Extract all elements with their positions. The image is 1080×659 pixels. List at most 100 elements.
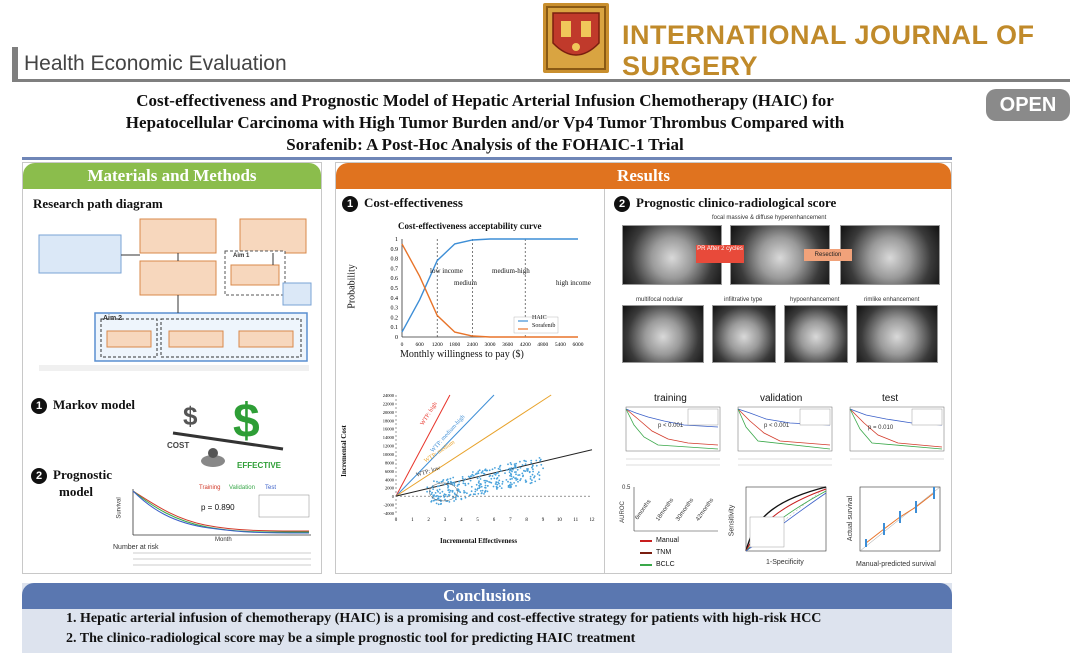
icer-point bbox=[476, 472, 478, 475]
icer-point bbox=[462, 482, 465, 485]
scan-label-infiltrative: infiltrative type bbox=[724, 297, 763, 303]
scatter-confidence-ellipse bbox=[429, 482, 458, 502]
ceac-xtick-label: 1800 bbox=[449, 342, 460, 348]
auroc-tick: 0.5 bbox=[622, 485, 631, 491]
icer-point bbox=[458, 480, 461, 483]
icer-point bbox=[524, 479, 527, 482]
scatter-ytick-label: 8000 bbox=[385, 460, 395, 465]
icer-point bbox=[444, 498, 446, 501]
icer-point bbox=[481, 471, 483, 474]
ce-number: 1 bbox=[342, 196, 358, 213]
km-month-label: Month bbox=[215, 537, 232, 543]
icer-point bbox=[477, 472, 480, 475]
icer-point bbox=[494, 467, 496, 469]
research-path-title: Research path diagram bbox=[33, 196, 163, 211]
section-label: Health Economic Evaluation bbox=[24, 52, 287, 75]
icer-point bbox=[446, 495, 449, 498]
scatter-ytick-label: 18000 bbox=[383, 418, 395, 423]
scatter-ytick-label: 6000 bbox=[385, 469, 395, 474]
scatter-xtick-label: 0 bbox=[395, 518, 398, 523]
ceac-legend-sorafenib: Sorafenib bbox=[532, 323, 556, 329]
icer-point bbox=[501, 483, 504, 485]
icer-point bbox=[497, 481, 500, 484]
conclusion-item-1: 1. Hepatic arterial infusion of chemothe… bbox=[66, 611, 822, 626]
icer-point bbox=[430, 500, 433, 502]
km-title-validation: validation bbox=[760, 393, 803, 404]
icer-point bbox=[509, 472, 512, 475]
icer-point bbox=[454, 496, 457, 499]
ceac-xtick-label: 5400 bbox=[555, 342, 566, 348]
icer-point bbox=[434, 492, 437, 494]
roc-xlabel: 1-Specificity bbox=[766, 559, 804, 566]
icer-point bbox=[435, 495, 437, 498]
scatter-ytick-label: 4000 bbox=[385, 477, 395, 482]
icer-point bbox=[533, 476, 535, 479]
icer-point bbox=[441, 490, 444, 493]
conclusions-heading: Conclusions bbox=[22, 583, 952, 609]
icer-point bbox=[481, 470, 484, 472]
icer-point bbox=[452, 476, 455, 479]
icer-point bbox=[523, 469, 525, 472]
icer-point bbox=[517, 480, 519, 483]
icer-point bbox=[447, 494, 450, 496]
scan-label-rimlike: rimlike enhancement bbox=[864, 297, 920, 303]
icer-point bbox=[432, 494, 435, 497]
icer-point bbox=[470, 485, 473, 488]
auroc-ylabel: AUROC bbox=[619, 501, 626, 523]
icer-point bbox=[510, 475, 513, 478]
icer-point bbox=[464, 482, 466, 485]
km-panel-validation: validation p < 0.001 bbox=[730, 393, 834, 469]
icer-point bbox=[493, 477, 496, 480]
ceac-ytick-label: 0.1 bbox=[391, 325, 399, 331]
icer-point bbox=[448, 501, 451, 503]
icer-point bbox=[478, 476, 481, 478]
km-panel-training: training p < 0.001 bbox=[618, 393, 722, 469]
icer-point bbox=[540, 463, 543, 466]
wtp-line-3 bbox=[395, 449, 593, 497]
scatter-ytick-label: 16000 bbox=[383, 427, 395, 432]
km-number-at-risk: Number at risk bbox=[113, 544, 159, 551]
icer-point bbox=[443, 483, 446, 486]
icer-point bbox=[432, 488, 434, 490]
icer-point bbox=[429, 490, 432, 493]
calib-xlabel: Manual-predicted survival bbox=[856, 561, 936, 568]
icer-point bbox=[439, 495, 442, 498]
icer-point bbox=[492, 485, 495, 488]
icer-point bbox=[452, 496, 454, 498]
icer-point bbox=[438, 485, 441, 487]
icer-point bbox=[478, 469, 481, 472]
cost-effective-balance-illustration: $ $ COST EFFECTIVE bbox=[163, 391, 313, 475]
icer-point bbox=[484, 481, 487, 484]
markov-model-heading: 1 Markov model bbox=[31, 397, 135, 415]
icer-point bbox=[494, 474, 497, 476]
ceac-ytick-label: 0.9 bbox=[391, 247, 399, 253]
icer-point bbox=[507, 480, 509, 483]
scatter-ytick-label: 0 bbox=[392, 494, 395, 499]
open-access-badge[interactable]: OPEN bbox=[986, 89, 1070, 121]
prognostic-label-line1: Prognostic bbox=[53, 467, 112, 482]
results-heading: Results bbox=[336, 163, 951, 189]
icer-point bbox=[461, 476, 464, 478]
icer-point bbox=[535, 464, 538, 467]
ceac-xtick-label: 3000 bbox=[485, 342, 496, 348]
icer-point bbox=[478, 480, 480, 483]
icer-point bbox=[462, 480, 465, 482]
icer-point bbox=[475, 483, 478, 486]
journal-crest-logo bbox=[543, 3, 609, 73]
scan-label-multifocal: multifocal nodular bbox=[636, 297, 684, 303]
icer-point bbox=[538, 457, 541, 459]
icer-point bbox=[530, 462, 533, 464]
icer-point bbox=[446, 478, 449, 481]
icer-point bbox=[467, 482, 470, 485]
icer-point bbox=[531, 473, 534, 476]
icer-point bbox=[539, 460, 541, 462]
icer-point bbox=[481, 492, 483, 494]
icer-point bbox=[454, 493, 457, 496]
icer-point bbox=[476, 487, 479, 490]
ct-scan-hypoenhancement bbox=[784, 305, 848, 363]
icer-point bbox=[491, 475, 494, 477]
resection-arrow: Resection bbox=[804, 249, 852, 261]
results-column-divider bbox=[604, 189, 605, 573]
icer-point bbox=[437, 495, 440, 498]
icer-point bbox=[470, 490, 473, 493]
